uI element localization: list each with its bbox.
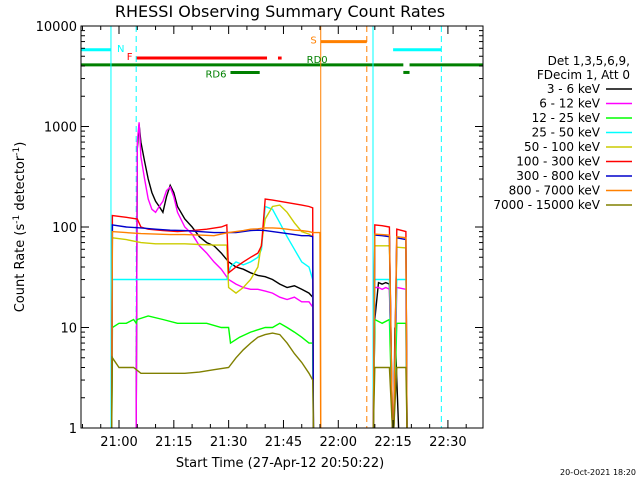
legend-header-line-2: FDecim 1, Att 0 [537,68,630,82]
legend-entry-label: 7000 - 15000 keV [493,198,600,212]
y-tick-label: 1000 [44,121,77,136]
footer-date: 20-Oct-2021 18:20 [560,468,636,477]
flag-bars [81,40,483,74]
y-tick-label: 10 [60,322,77,337]
flag-label-f: F [127,52,133,63]
legend-entry-label: 3 - 6 keV [547,82,601,96]
series-1 [135,124,400,428]
x-tick-label: 21:15 [155,435,192,450]
legend: Det 1,3,5,6,9, FDecim 1, Att 0 3 - 6 keV… [493,54,632,212]
series-line [111,315,315,428]
flag-label-rd0: RD0 [307,55,328,66]
series-line [111,224,315,428]
series-line [111,227,322,428]
series-8 [111,227,408,428]
legend-entry-label: 300 - 800 keV [516,169,600,183]
series-layer [111,122,408,428]
y-tick-label: 1 [69,422,77,437]
y-tick-label: 10000 [36,20,77,35]
y-tick-label: 100 [52,221,77,236]
axis-ticks: 1 10 100 1000 10000 21:00 21:15 21:30 21:45 22:00… [36,20,483,450]
flag-label-s: S [310,36,316,47]
series-line [111,198,315,428]
x-tick-label: 21:30 [210,435,247,450]
series-5 [111,204,408,428]
x-tick-label: 22:00 [320,435,357,450]
flag-label-n: N [117,44,124,55]
series-6 [111,198,408,428]
series-9 [111,332,408,428]
legend-entry-label: 800 - 7000 keV [509,184,601,198]
x-tick-label: 22:30 [429,435,466,450]
series-line-segment [393,366,408,428]
plot-area: 1 10 100 1000 10000 21:00 21:15 21:30 21:45 22:00… [36,20,484,450]
series-line-segment [393,235,408,428]
series-line [135,122,315,428]
series-line [111,205,315,428]
x-tick-label: 21:45 [265,435,302,450]
chart-title: RHESSI Observing Summary Count Rates [115,2,445,21]
series-line [111,204,315,428]
series-line [135,124,315,428]
flag-label-rd6: RD6 [205,69,226,80]
series-line-segment [372,233,394,428]
legend-entry-label: 6 - 12 keV [539,97,601,111]
legend-entry-label: 25 - 50 keV [532,126,601,140]
series-line [111,332,315,428]
series-line-segment [372,366,394,428]
y-axis-label: Count Rate (s-1 detector-1) [12,142,28,313]
legend-entry-label: 50 - 100 keV [524,140,601,154]
x-tick-label: 21:00 [100,435,137,450]
legend-header-line-1: Det 1,3,5,6,9, [548,54,630,68]
legend-entry-label: 100 - 300 keV [516,155,600,169]
x-tick-label: 22:15 [374,435,411,450]
x-axis-label: Start Time (27-Apr-12 20:50:22) [176,456,384,471]
series-3 [111,315,408,428]
legend-entry-label: 12 - 25 keV [532,111,601,125]
